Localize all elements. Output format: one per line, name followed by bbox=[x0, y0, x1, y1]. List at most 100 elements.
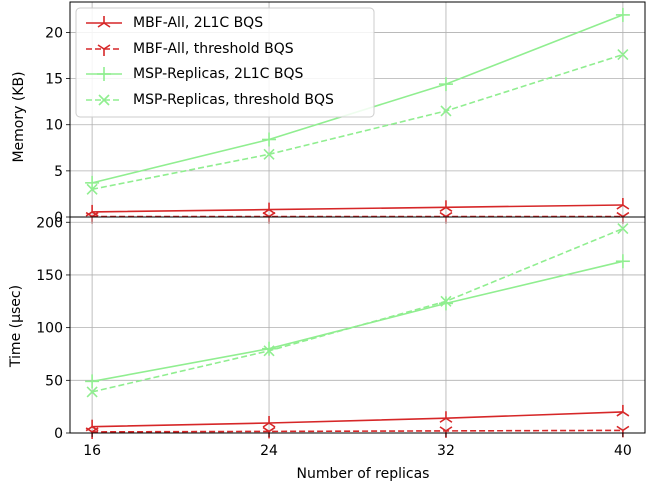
legend-label: MSP-Replicas, 2L1C BQS bbox=[133, 66, 303, 82]
y-tick-label: 200 bbox=[36, 215, 63, 231]
data-point bbox=[440, 105, 452, 117]
marker-stroke bbox=[268, 426, 276, 433]
marker-stroke bbox=[622, 204, 630, 210]
data-point bbox=[615, 254, 630, 269]
marker-stroke bbox=[85, 426, 93, 432]
series-line bbox=[92, 429, 623, 433]
legend-box bbox=[75, 7, 375, 118]
marker-stroke bbox=[262, 422, 270, 428]
time-panel: 0 50 100 150 200 Time (µsec) bbox=[8, 215, 646, 442]
legend-marker bbox=[97, 44, 111, 56]
x-tick-label: 32 bbox=[437, 443, 455, 459]
legend-item: MBF-All, threshold BQS bbox=[86, 41, 294, 57]
marker-stroke bbox=[103, 44, 111, 50]
marker-stroke bbox=[85, 211, 93, 218]
data-point bbox=[263, 345, 275, 357]
data-point bbox=[85, 175, 100, 190]
marker-stroke bbox=[445, 211, 453, 218]
time-series bbox=[85, 223, 630, 439]
legend-marker-icon bbox=[86, 67, 122, 81]
series-line bbox=[92, 204, 623, 213]
marker-stroke bbox=[439, 417, 447, 423]
x-tick-label: 40 bbox=[614, 443, 632, 459]
legend-marker-icon bbox=[86, 16, 122, 28]
marker-stroke bbox=[616, 211, 624, 218]
marker-stroke bbox=[617, 49, 629, 61]
y-tick-label: 20 bbox=[45, 25, 63, 41]
marker-stroke bbox=[268, 422, 276, 428]
data-point bbox=[439, 200, 453, 212]
data-point bbox=[617, 49, 629, 61]
marker-stroke bbox=[616, 204, 624, 210]
marker-stroke bbox=[98, 94, 110, 106]
y-tick-label: 150 bbox=[36, 268, 63, 284]
y-tick-label: 100 bbox=[36, 321, 63, 337]
marker-stroke bbox=[91, 427, 99, 433]
legend-label: MBF-All, 2L1C BQS bbox=[133, 15, 263, 31]
marker-stroke bbox=[86, 386, 98, 398]
marker-stroke bbox=[103, 22, 111, 28]
axes-frame bbox=[69, 216, 646, 434]
marker-stroke bbox=[622, 425, 630, 432]
marker-stroke bbox=[617, 223, 629, 235]
x-axis: 16 24 32 40 bbox=[83, 433, 632, 459]
marker-stroke bbox=[445, 417, 453, 423]
time-ylabel: Time (µsec) bbox=[8, 285, 24, 368]
data-point bbox=[615, 7, 630, 22]
legend-item: MSP-Replicas, threshold BQS bbox=[86, 92, 334, 108]
marker-stroke bbox=[445, 426, 453, 432]
legend-item: MSP-Replicas, 2L1C BQS bbox=[86, 66, 303, 82]
marker-stroke bbox=[85, 427, 93, 433]
legend-marker-icon bbox=[86, 44, 122, 56]
y-tick-label: 0 bbox=[54, 426, 63, 442]
y-tick-label: 5 bbox=[54, 164, 63, 180]
x-tick-label: 24 bbox=[260, 443, 278, 459]
marker-stroke bbox=[263, 345, 275, 357]
marker-stroke bbox=[86, 183, 98, 195]
series-line bbox=[91, 227, 624, 393]
legend-item: MBF-All, 2L1C BQS bbox=[86, 15, 263, 31]
series-line bbox=[92, 411, 623, 428]
legend-marker-icon bbox=[86, 94, 122, 106]
legend-marker bbox=[97, 16, 111, 28]
marker-stroke bbox=[97, 44, 105, 50]
legend-marker bbox=[97, 67, 111, 81]
legend-marker bbox=[98, 94, 110, 106]
time-axes: 0 50 100 150 200 bbox=[36, 215, 646, 442]
marker-stroke bbox=[616, 425, 624, 432]
y-tick-label: 10 bbox=[45, 118, 63, 134]
data-point bbox=[263, 148, 275, 160]
y-tick-label: 50 bbox=[45, 373, 63, 389]
x-axis-label: Number of replicas bbox=[297, 466, 430, 482]
series-line bbox=[91, 53, 624, 191]
marker-stroke bbox=[622, 211, 630, 218]
marker-stroke bbox=[440, 295, 452, 307]
data-point bbox=[439, 411, 453, 423]
data-point bbox=[440, 295, 452, 307]
marker-stroke bbox=[268, 211, 276, 218]
data-point bbox=[86, 386, 98, 398]
y-tick-label: 0 bbox=[54, 210, 63, 226]
marker-stroke bbox=[91, 426, 99, 432]
marker-stroke bbox=[439, 426, 447, 432]
data-point bbox=[86, 183, 98, 195]
marker-stroke bbox=[445, 206, 453, 212]
marker-stroke bbox=[97, 22, 105, 28]
marker-stroke bbox=[263, 148, 275, 160]
marker-stroke bbox=[440, 105, 452, 117]
marker-stroke bbox=[439, 206, 447, 212]
x-tick-label: 16 bbox=[83, 443, 101, 459]
marker-stroke bbox=[616, 411, 624, 417]
data-point bbox=[262, 415, 276, 428]
legend-label: MBF-All, threshold BQS bbox=[133, 41, 294, 57]
data-point bbox=[262, 132, 277, 147]
marker-stroke bbox=[91, 211, 99, 218]
marker-stroke bbox=[439, 211, 447, 218]
data-point bbox=[85, 419, 99, 432]
memory-ylabel: Memory (KB) bbox=[11, 71, 27, 162]
legend-label: MSP-Replicas, threshold BQS bbox=[133, 92, 334, 108]
legend: MBF-All, 2L1C BQS MBF-All, threshold BQS… bbox=[75, 7, 375, 118]
data-point bbox=[85, 374, 100, 389]
data-point bbox=[616, 198, 630, 210]
marker-stroke bbox=[622, 411, 630, 417]
